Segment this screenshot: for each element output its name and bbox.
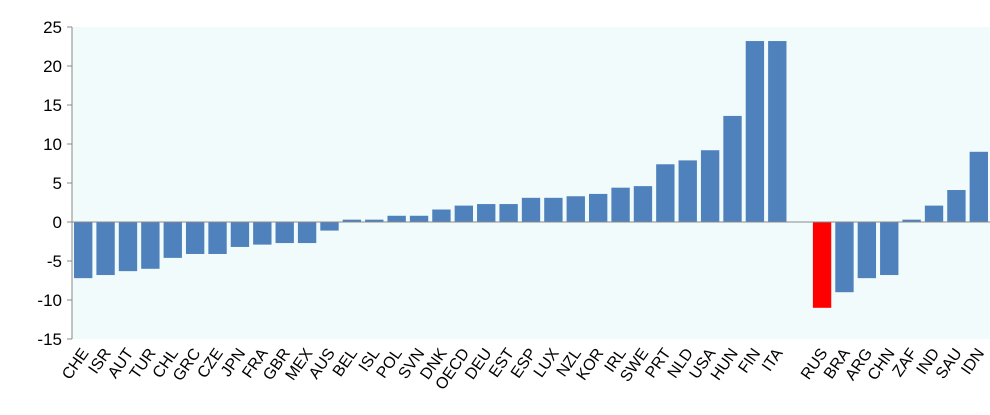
bar-sau: [947, 190, 966, 222]
bar-ita: [768, 41, 787, 222]
y-tick-label: -10: [37, 291, 62, 310]
bar-nld: [678, 160, 697, 222]
bar-est: [499, 204, 518, 222]
bar-irl: [611, 187, 630, 222]
bar-cze: [208, 222, 227, 254]
bar-bel: [342, 219, 362, 222]
y-tick-label: 5: [53, 174, 62, 193]
bar-bra: [835, 222, 854, 293]
bar-fra: [253, 222, 272, 245]
y-tick-label: 20: [43, 57, 62, 76]
bar-idn: [969, 151, 988, 222]
bar-ind: [924, 205, 944, 222]
bar-dnk: [432, 209, 451, 222]
y-tick-label: 0: [53, 213, 62, 232]
bar-hun: [723, 115, 742, 222]
bar-kor: [588, 193, 608, 222]
x-tick-label-fin: FIN: [735, 346, 764, 377]
bar-isl: [365, 219, 384, 222]
bar-svn: [409, 215, 429, 222]
bars-group: [74, 41, 988, 308]
bar-grc: [185, 222, 205, 254]
bar-zaf: [902, 219, 921, 222]
bar-usa: [700, 150, 720, 222]
y-axis-ticks: 25 20 15 10 5 0 -5 -10 -15: [37, 18, 72, 349]
bar-swe: [633, 186, 653, 222]
bar-rus: [812, 222, 832, 308]
y-tick-label: -15: [37, 330, 62, 349]
y-tick-label: 15: [43, 96, 62, 115]
x-tick-label-ita: ITA: [759, 345, 787, 374]
y-tick-label: 10: [43, 135, 62, 154]
bar-prt: [656, 164, 675, 222]
bar-chn: [880, 222, 899, 276]
bar-mex: [297, 222, 317, 244]
bar-tur: [141, 222, 160, 269]
bar-aus: [320, 222, 339, 231]
bar-aut: [118, 222, 138, 272]
y-tick-label: 25: [43, 18, 62, 37]
bar-che: [74, 222, 93, 279]
x-tick-label-idn: IDN: [958, 346, 988, 378]
bar-esp: [521, 197, 541, 222]
bar-pol: [387, 215, 406, 222]
bar-oecd: [454, 205, 474, 222]
bar-chl: [163, 222, 182, 258]
bar-jpn: [230, 222, 250, 247]
bar-isr: [96, 222, 115, 276]
x-axis-ticks: CHEISRAUTTURCHLGRCCZEJPNFRAGBRMEXAUSBELI…: [59, 345, 988, 393]
y-tick-label: -5: [47, 252, 62, 271]
bar-arg: [857, 222, 877, 279]
bar-fin: [745, 41, 765, 222]
bar-nzl: [566, 196, 585, 222]
bar-gbr: [275, 222, 294, 244]
bar-lux: [544, 197, 563, 222]
bar-deu: [477, 204, 496, 222]
